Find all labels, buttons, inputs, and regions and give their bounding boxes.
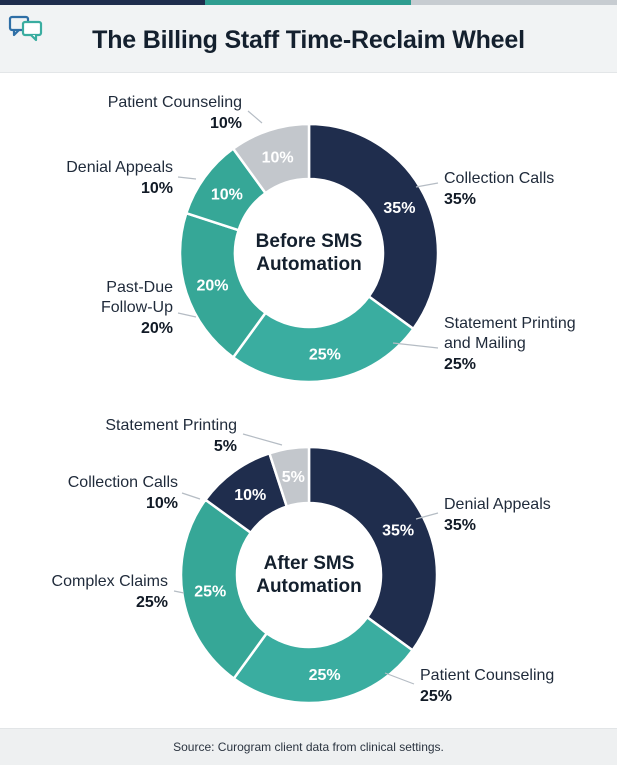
label-complex-claims: Complex Claims 25%	[52, 573, 168, 611]
top-accent-navy	[0, 0, 205, 5]
slice-percent-label: 35%	[383, 200, 415, 217]
slice-category-label: Statement Printing	[444, 315, 576, 332]
slice-collection-calls	[307, 122, 440, 331]
leader-line	[384, 672, 415, 685]
slice-category-label: Denial Appeals	[444, 496, 551, 513]
slice-percent-label: 25%	[194, 584, 226, 601]
slice-value-label: 25%	[136, 594, 168, 611]
leader-line	[392, 342, 439, 349]
slice-category-label: Complex Claims	[52, 573, 168, 590]
label-denial-appeals: Denial Appeals 10%	[66, 159, 173, 197]
leader-line	[247, 110, 263, 124]
slice-percent-label: 25%	[309, 667, 341, 684]
slice-value-label: 10%	[146, 495, 178, 512]
slice-value-label: 25%	[420, 688, 452, 705]
label-statement-printing: Statement Printing 5%	[105, 417, 237, 455]
label-collection-calls: Collection Calls 10%	[68, 474, 178, 512]
leader-line	[415, 182, 439, 188]
label-patient-counseling: Patient Counseling 10%	[108, 94, 242, 132]
header: The Billing Staff Time-Reclaim Wheel	[0, 5, 617, 73]
slice-value-label: 20%	[141, 320, 173, 337]
slice-past-due-follow-up	[178, 211, 268, 360]
leader-line	[242, 433, 283, 446]
slice-percent-label: 10%	[211, 186, 243, 203]
slice-value-label: 10%	[141, 180, 173, 197]
slice-value-label: 5%	[214, 438, 237, 455]
slice-percent-label: 10%	[234, 487, 266, 504]
slice-category-label: Collection Calls	[444, 170, 554, 187]
footer: Source: Curogram client data from clinic…	[0, 728, 617, 765]
top-accent-gray	[411, 0, 617, 5]
slice-value-label: 35%	[444, 191, 476, 208]
slice-percent-label: 5%	[282, 469, 305, 486]
slice-value-label: 10%	[210, 115, 242, 132]
slice-category-label: and Mailing	[444, 335, 526, 352]
slice-denial-appeals	[307, 445, 439, 652]
slice-category-label: Patient Counseling	[420, 667, 554, 684]
slice-complex-claims	[179, 498, 269, 681]
slice-category-label: Denial Appeals	[66, 159, 173, 176]
slice-statement-printing	[267, 445, 311, 509]
donut-center-label: Automation	[256, 254, 362, 275]
leader-line	[181, 492, 201, 500]
slice-category-label: Patient Counseling	[108, 94, 242, 111]
donut-center-label: Automation	[256, 576, 362, 597]
page-title: The Billing Staff Time-Reclaim Wheel	[92, 26, 525, 54]
label-denial-appeals: Denial Appeals 35%	[444, 496, 551, 534]
slice-percent-label: 25%	[309, 346, 341, 363]
slice-patient-counseling	[231, 122, 311, 195]
label-patient-counseling: Patient Counseling 25%	[420, 667, 554, 705]
donut-center-label: After SMS	[264, 553, 355, 574]
leader-line	[177, 176, 197, 180]
leader-line	[177, 312, 197, 318]
slice-percent-label: 10%	[262, 149, 294, 166]
label-past-due-follow-up: Past-Due Follow-Up 20%	[101, 279, 173, 337]
donut-center-label: Before SMS	[256, 231, 363, 252]
chat-bubbles-icon	[8, 15, 43, 42]
slice-category-label: Collection Calls	[68, 474, 178, 491]
slice-statement-printing-and-mailing	[231, 294, 416, 384]
slice-category-label: Follow-Up	[101, 299, 173, 316]
label-statement-printing-and-mailing: Statement Printing and Mailing 25%	[444, 315, 576, 373]
slice-value-label: 35%	[444, 517, 476, 534]
slice-percent-label: 20%	[196, 277, 228, 294]
leader-line	[173, 590, 185, 594]
slice-category-label: Statement Printing	[105, 417, 237, 434]
slice-percent-label: 35%	[382, 523, 414, 540]
top-accent-bar	[0, 0, 617, 5]
slice-patient-counseling	[232, 615, 415, 705]
top-accent-teal	[205, 0, 411, 5]
slice-value-label: 25%	[444, 356, 476, 373]
slice-category-label: Past-Due	[106, 279, 173, 296]
label-collection-calls: Collection Calls 35%	[444, 170, 554, 208]
leader-line	[415, 512, 439, 520]
source-note: Source: Curogram client data from clinic…	[173, 740, 444, 754]
